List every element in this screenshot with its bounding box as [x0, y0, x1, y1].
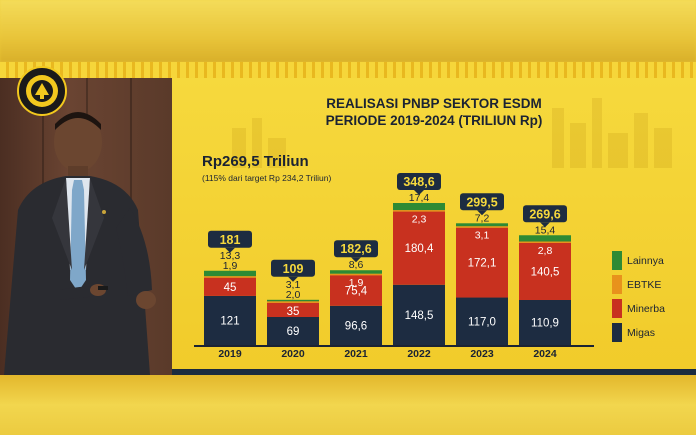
bar-lainnya-2019 [204, 270, 256, 277]
x-tick-2019: 2019 [218, 348, 242, 360]
total-label-2024: 269,6 [529, 207, 560, 221]
x-tick-2021: 2021 [344, 348, 368, 360]
total-badge-2024 [523, 205, 567, 223]
total-badge-pointer-2022 [414, 190, 424, 196]
bar-migas-2022 [393, 284, 445, 345]
bar-migas-2024 [519, 300, 571, 345]
presentation-slide: REALISASI PNBP SEKTOR ESDM PERIODE 2019-… [172, 78, 696, 375]
chart-title: REALISASI PNBP SEKTOR ESDM PERIODE 2019-… [172, 95, 696, 129]
bar-lainnya-2022 [393, 203, 445, 211]
label-lainnya-2022: 17,4 [409, 192, 430, 204]
bar-migas-2020 [267, 317, 319, 345]
total-label-2020: 109 [283, 262, 304, 276]
bar-lainnya-2020 [267, 299, 319, 302]
bar-migas-2023 [456, 297, 508, 345]
total-badge-pointer-2020 [288, 276, 298, 282]
label-ebtke-2021: 1,9 [349, 277, 364, 289]
label-migas-2022: 148,5 [405, 310, 434, 322]
label-migas-2021: 96,6 [345, 320, 367, 332]
slide-bottom-bar [172, 369, 696, 375]
legend-swatch-ebtke [612, 275, 622, 294]
bar-ebtke-2023 [456, 226, 508, 228]
label-ebtke-2020: 2,0 [286, 289, 301, 301]
legend-swatch-minerba [612, 299, 622, 318]
total-badge-2021 [334, 240, 378, 258]
bar-lainnya-2021 [330, 270, 382, 274]
label-ebtke-2022: 2,3 [412, 214, 427, 226]
total-label-2019: 181 [220, 233, 241, 247]
bar-lainnya-2023 [456, 223, 508, 227]
bottom-band [0, 375, 696, 435]
label-lainnya-2019: 13,3 [220, 250, 241, 262]
label-lainnya-2024: 15,4 [535, 224, 556, 236]
label-migas-2024: 110,9 [531, 318, 559, 330]
bar-migas-2019 [204, 295, 256, 345]
total-badge-pointer-2023 [477, 210, 487, 216]
total-badge-2019 [208, 230, 252, 248]
total-badge-pointer-2021 [351, 257, 361, 263]
x-tick-2020: 2020 [281, 348, 305, 360]
x-tick-2022: 2022 [407, 348, 431, 360]
frame-stripe [0, 62, 696, 78]
total-label-2021: 182,6 [340, 242, 371, 256]
label-migas-2019: 121 [220, 315, 239, 327]
total-badge-2020 [271, 259, 315, 277]
label-ebtke-2019: 1,9 [223, 260, 238, 272]
label-minerba-2022: 180,4 [405, 243, 434, 255]
legend-swatch-lainnya [612, 251, 622, 270]
bar-ebtke-2019 [204, 276, 256, 278]
presenter-figure [4, 112, 156, 375]
bar-ebtke-2021 [330, 273, 382, 276]
x-tick-2023: 2023 [470, 348, 494, 360]
bar-lainnya-2024 [519, 235, 571, 242]
skyline-background [232, 98, 672, 168]
label-migas-2020: 69 [287, 326, 300, 338]
legend-label-migas: Migas [627, 327, 655, 339]
label-lainnya-2021: 8,6 [349, 259, 364, 271]
total-badge-2023 [460, 193, 504, 211]
ministry-emblem-icon [26, 75, 58, 107]
label-minerba-2020: 35 [287, 306, 300, 318]
top-band [0, 0, 696, 62]
bar-ebtke-2022 [393, 210, 445, 212]
x-axis-line [194, 345, 594, 347]
bar-minerba-2021 [330, 275, 382, 306]
label-lainnya-2020: 3,1 [286, 279, 301, 291]
total-badge-pointer-2024 [540, 222, 550, 228]
label-migas-2023: 117,0 [468, 316, 496, 328]
label-minerba-2023: 172,1 [468, 258, 497, 270]
bar-minerba-2022 [393, 211, 445, 285]
total-label-2022: 348,6 [403, 175, 434, 189]
bar-migas-2021 [330, 305, 382, 345]
x-tick-2024: 2024 [533, 348, 557, 360]
label-lainnya-2023: 7,2 [475, 212, 490, 224]
stacked-bar-chart: 121451,913,3181201969352,03,1109202096,6… [194, 173, 665, 360]
total-badge-pointer-2019 [225, 247, 235, 253]
headline-target-note: (115% dari target Rp 234,2 Triliun) [202, 173, 332, 183]
legend-label-lainnya: Lainnya [627, 255, 664, 267]
legend-label-minerba: Minerba [627, 303, 665, 315]
label-minerba-2024: 140,5 [531, 267, 560, 279]
bar-minerba-2019 [204, 277, 256, 296]
legend-label-ebtke: EBTKE [627, 279, 661, 291]
bar-ebtke-2024 [519, 241, 571, 244]
label-minerba-2021: 75,4 [345, 286, 368, 298]
headline-total: Rp269,5 Triliun [202, 153, 309, 170]
ministry-logo [17, 66, 67, 116]
total-label-2023: 299,5 [466, 195, 497, 209]
bar-minerba-2024 [519, 243, 571, 301]
label-ebtke-2023: 3,1 [475, 230, 490, 242]
label-minerba-2019: 45 [224, 282, 237, 294]
legend-swatch-migas [612, 323, 622, 342]
bar-minerba-2023 [456, 227, 508, 298]
chart-title-line1: REALISASI PNBP SEKTOR ESDM [326, 96, 542, 111]
chart-title-line2: PERIODE 2019-2024 (TRILIUN Rp) [325, 113, 543, 128]
label-ebtke-2024: 2,8 [538, 245, 553, 257]
bar-minerba-2020 [267, 302, 319, 318]
total-badge-2022 [397, 173, 441, 191]
bar-ebtke-2020 [267, 301, 319, 303]
